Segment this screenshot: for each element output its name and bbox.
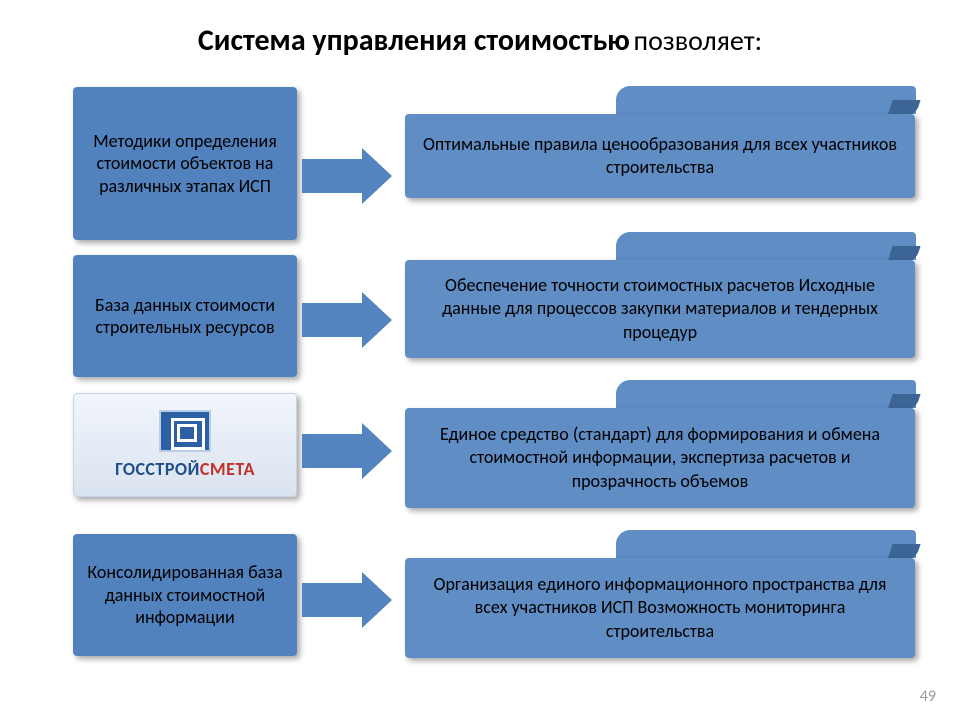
right-box-1: Обеспечение точности стоимостных расчето… bbox=[405, 260, 915, 358]
title-regular: позволяет: bbox=[634, 23, 763, 58]
logo-brand-accent: СМЕТА bbox=[200, 458, 255, 480]
left-box-3: Консолидированная база данных стоимостно… bbox=[73, 534, 297, 656]
logo-brand-primary: ГОССТРОЙ bbox=[115, 458, 200, 480]
left-box-text: Методики определения стоимости объектов … bbox=[85, 130, 285, 198]
left-box-text: Консолидированная база данных стоимостно… bbox=[85, 561, 285, 629]
arrow-icon bbox=[302, 146, 392, 206]
title-bold: Система управления стоимостью bbox=[198, 22, 630, 59]
page-number: 49 bbox=[920, 687, 936, 706]
left-box-text: База данных стоимости строительных ресур… bbox=[85, 294, 285, 339]
ribbon-header bbox=[616, 530, 916, 558]
right-box-text: Оптимальные правила ценообразования для … bbox=[423, 133, 897, 180]
right-box-2: Единое средство (стандарт) для формирова… bbox=[405, 408, 915, 508]
left-box-0: Методики определения стоимости объектов … bbox=[73, 87, 297, 240]
logo-icon bbox=[159, 410, 211, 452]
right-box-text: Организация единого информационного прос… bbox=[423, 573, 897, 643]
page-title: Система управления стоимостью позволяет: bbox=[0, 22, 960, 59]
ribbon-header bbox=[616, 380, 916, 408]
arrow-icon bbox=[302, 421, 392, 481]
logo-box: ГОССТРОЙСМЕТА bbox=[73, 393, 297, 497]
arrow-icon bbox=[302, 290, 392, 350]
logo-text: ГОССТРОЙСМЕТА bbox=[115, 458, 255, 481]
ribbon-header bbox=[616, 86, 916, 114]
right-box-0: Оптимальные правила ценообразования для … bbox=[405, 114, 915, 198]
ribbon-header bbox=[616, 232, 916, 260]
arrow-icon bbox=[302, 570, 392, 630]
left-box-1: База данных стоимости строительных ресур… bbox=[73, 255, 297, 377]
right-box-text: Обеспечение точности стоимостных расчето… bbox=[423, 274, 897, 344]
right-box-3: Организация единого информационного прос… bbox=[405, 558, 915, 658]
right-box-text: Единое средство (стандарт) для формирова… bbox=[423, 423, 897, 493]
